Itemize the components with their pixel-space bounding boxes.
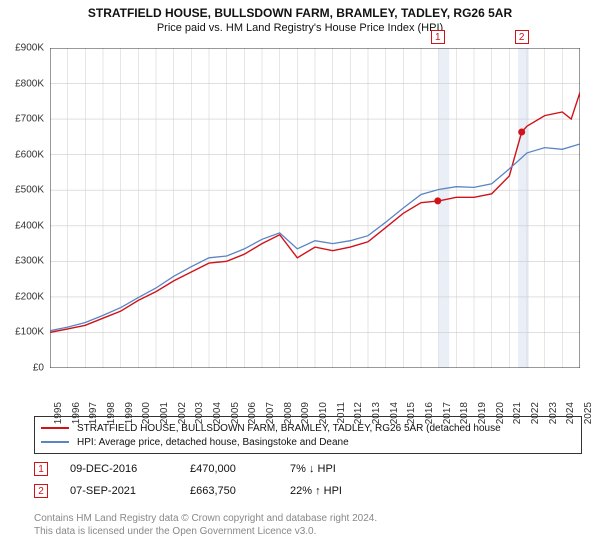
event-row-1: 1 09-DEC-2016 £470,000 7% ↓ HPI: [34, 458, 582, 480]
event-diff-2: 22% ↑ HPI: [290, 485, 400, 497]
y-axis-tick-label: £200K: [15, 291, 44, 302]
event-date-1: 09-DEC-2016: [70, 463, 190, 475]
footer-line1: Contains HM Land Registry data © Crown c…: [34, 512, 377, 525]
title-line1: STRATFIELD HOUSE, BULLSDOWN FARM, BRAMLE…: [0, 6, 600, 20]
legend-label-red: STRATFIELD HOUSE, BULLSDOWN FARM, BRAMLE…: [77, 423, 501, 434]
event-marker-1: 1: [34, 462, 48, 476]
legend-box: STRATFIELD HOUSE, BULLSDOWN FARM, BRAMLE…: [34, 416, 582, 454]
legend-swatch-blue: [41, 441, 69, 443]
event-price-1: £470,000: [190, 463, 290, 475]
event-date-2: 07-SEP-2021: [70, 485, 190, 497]
event-marker-2: 2: [34, 484, 48, 498]
footer-text: Contains HM Land Registry data © Crown c…: [34, 512, 377, 538]
event-price-2: £663,750: [190, 485, 290, 497]
plot-area: [50, 48, 580, 368]
title-block: STRATFIELD HOUSE, BULLSDOWN FARM, BRAMLE…: [0, 0, 600, 34]
event-diff-1: 7% ↓ HPI: [290, 463, 400, 475]
y-axis-tick-label: £600K: [15, 149, 44, 160]
y-axis-tick-label: £700K: [15, 114, 44, 125]
footer-line2: This data is licensed under the Open Gov…: [34, 525, 377, 538]
y-axis-tick-label: £500K: [15, 185, 44, 196]
event-rows: 1 09-DEC-2016 £470,000 7% ↓ HPI 2 07-SEP…: [34, 458, 582, 502]
legend-label-blue: HPI: Average price, detached house, Basi…: [77, 437, 349, 448]
chart-container: STRATFIELD HOUSE, BULLSDOWN FARM, BRAMLE…: [0, 0, 600, 560]
title-line2: Price paid vs. HM Land Registry's House …: [0, 22, 600, 34]
x-axis-tick-label: 2025: [583, 402, 594, 424]
y-axis-tick-label: £300K: [15, 256, 44, 267]
y-axis-tick-label: £800K: [15, 78, 44, 89]
legend-swatch-red: [41, 427, 69, 429]
y-axis-tick-label: £100K: [15, 327, 44, 338]
y-axis-tick-label: £400K: [15, 220, 44, 231]
y-axis-labels: £0£100K£200K£300K£400K£500K£600K£700K£80…: [0, 48, 48, 368]
x-axis-labels: 1995199619971998199920002001200220032004…: [50, 372, 580, 408]
legend-row: STRATFIELD HOUSE, BULLSDOWN FARM, BRAMLE…: [41, 421, 575, 435]
event-row-2: 2 07-SEP-2021 £663,750 22% ↑ HPI: [34, 480, 582, 502]
y-axis-tick-label: £0: [33, 363, 44, 374]
y-axis-tick-label: £900K: [15, 43, 44, 54]
legend-row: HPI: Average price, detached house, Basi…: [41, 435, 575, 449]
